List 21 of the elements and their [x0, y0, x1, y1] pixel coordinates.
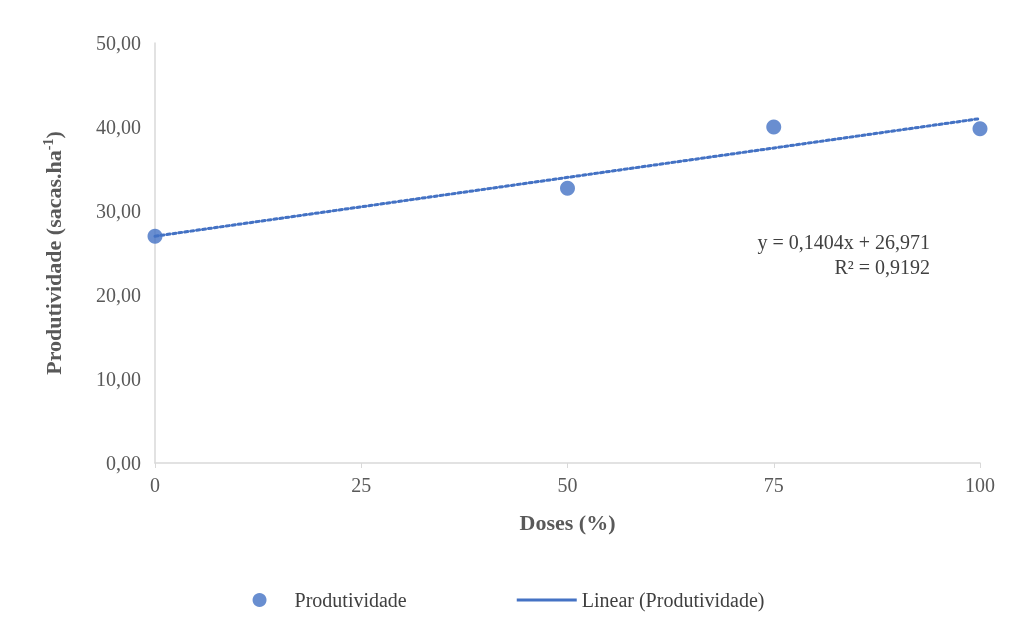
x-axis-title: Doses (%) — [519, 509, 616, 535]
x-tick-label: 50 — [557, 474, 578, 496]
legend-label: Produtividade — [294, 589, 407, 611]
point — [147, 228, 163, 244]
x-tick-label: 75 — [763, 474, 784, 496]
y-tick-label: 20,00 — [96, 284, 141, 306]
y-tick-label: 50,00 — [96, 32, 141, 54]
x-tick-label: 100 — [965, 474, 995, 496]
y-tick-label: 10,00 — [96, 368, 141, 390]
y-axis-title: Produtividade (sacas.ha-1) — [40, 131, 66, 375]
legend-label: Linear (Produtividade) — [581, 589, 765, 612]
point — [972, 121, 988, 137]
point — [560, 180, 575, 196]
y-tick-label: 40,00 — [96, 116, 141, 138]
x-tick-label: 25 — [351, 474, 372, 496]
annotation: y = 0,1404x + 26,971 — [757, 231, 930, 254]
point — [766, 119, 782, 135]
y-tick-label: 0,00 — [106, 452, 141, 474]
x-tick-label: 0 — [150, 474, 160, 496]
y-tick-label: 30,00 — [96, 200, 141, 222]
annotation: R² = 0,9192 — [834, 256, 930, 278]
